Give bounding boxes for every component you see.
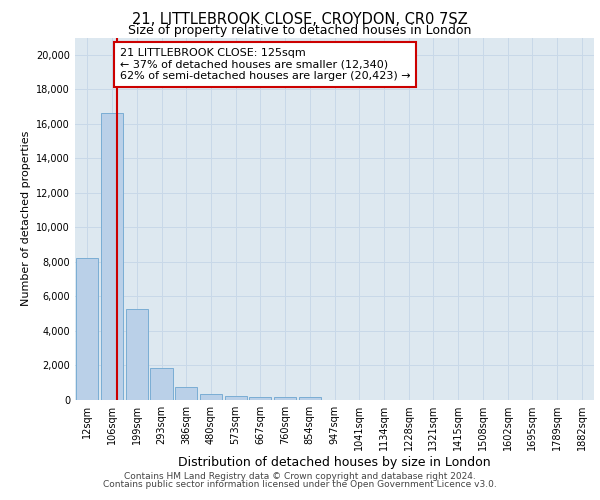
Y-axis label: Number of detached properties: Number of detached properties	[21, 131, 31, 306]
Bar	[224, 396, 247, 400]
Bar	[101, 114, 123, 400]
X-axis label: Distribution of detached houses by size in London: Distribution of detached houses by size …	[178, 456, 491, 469]
Bar	[200, 394, 222, 400]
Text: Contains HM Land Registry data © Crown copyright and database right 2024.: Contains HM Land Registry data © Crown c…	[124, 472, 476, 481]
Text: Size of property relative to detached houses in London: Size of property relative to detached ho…	[128, 24, 472, 37]
Bar	[299, 398, 321, 400]
Bar	[151, 368, 173, 400]
Bar	[76, 258, 98, 400]
Bar	[125, 308, 148, 400]
Bar	[249, 396, 271, 400]
Bar	[274, 396, 296, 400]
Bar	[175, 387, 197, 400]
Text: 21 LITTLEBROOK CLOSE: 125sqm
← 37% of detached houses are smaller (12,340)
62% o: 21 LITTLEBROOK CLOSE: 125sqm ← 37% of de…	[120, 48, 410, 81]
Text: 21, LITTLEBROOK CLOSE, CROYDON, CR0 7SZ: 21, LITTLEBROOK CLOSE, CROYDON, CR0 7SZ	[132, 12, 468, 28]
Text: Contains public sector information licensed under the Open Government Licence v3: Contains public sector information licen…	[103, 480, 497, 489]
